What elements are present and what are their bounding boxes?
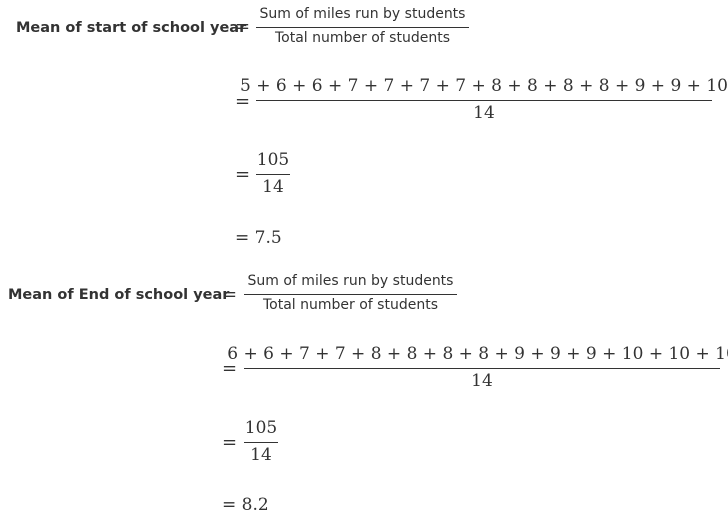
end-mean-label: Mean of End of school year [8, 287, 230, 303]
start-total-fraction: 105 14 [256, 150, 290, 199]
end-sum-fraction: 6 + 6 + 7 + 7 + 8 + 8 + 8 + 8 + 9 + 9 + … [227, 344, 728, 393]
start-total-bar [256, 174, 290, 176]
end-formula-fraction: Sum of miles run by students Total numbe… [244, 273, 457, 314]
end-sum-denominator: 14 [471, 371, 493, 392]
end-total-denominator: 14 [250, 445, 272, 466]
start-sum-fraction: 5 + 6 + 6 + 7 + 7 + 7 + 7 + 8 + 8 + 8 + … [240, 76, 728, 125]
start-sum-denominator: 14 [473, 103, 495, 124]
end-sum-bar [244, 368, 720, 370]
end-total-numerator: 105 [244, 418, 278, 438]
end-equals-1: = [222, 284, 238, 305]
start-equals-3: = [235, 164, 251, 185]
start-sum-bar [256, 100, 712, 102]
start-formula-denominator: Total number of students [275, 29, 450, 46]
end-formula-bar [244, 293, 457, 295]
end-formula-denominator: Total number of students [263, 296, 438, 313]
end-equals-2: = [222, 358, 238, 379]
start-total-denominator: 14 [262, 177, 284, 198]
start-formula-fraction: Sum of miles run by students Total numbe… [256, 6, 469, 47]
end-formula-numerator: Sum of miles run by students [247, 273, 454, 289]
end-result: = 8.2 [222, 495, 269, 515]
end-sum-numerator: 6 + 6 + 7 + 7 + 8 + 8 + 8 + 8 + 9 + 9 + … [227, 344, 728, 364]
start-total-numerator: 105 [256, 150, 290, 170]
start-formula-bar [256, 26, 469, 28]
start-equals-1: = [235, 16, 251, 37]
end-total-fraction: 105 14 [244, 418, 278, 467]
end-total-bar [244, 442, 278, 444]
start-result: = 7.5 [235, 228, 282, 248]
end-equals-3: = [222, 432, 238, 453]
start-formula-numerator: Sum of miles run by students [259, 6, 466, 22]
start-mean-label: Mean of start of school year [16, 20, 247, 36]
start-equals-2: = [235, 91, 251, 112]
start-sum-numerator: 5 + 6 + 6 + 7 + 7 + 7 + 7 + 8 + 8 + 8 + … [240, 76, 728, 96]
